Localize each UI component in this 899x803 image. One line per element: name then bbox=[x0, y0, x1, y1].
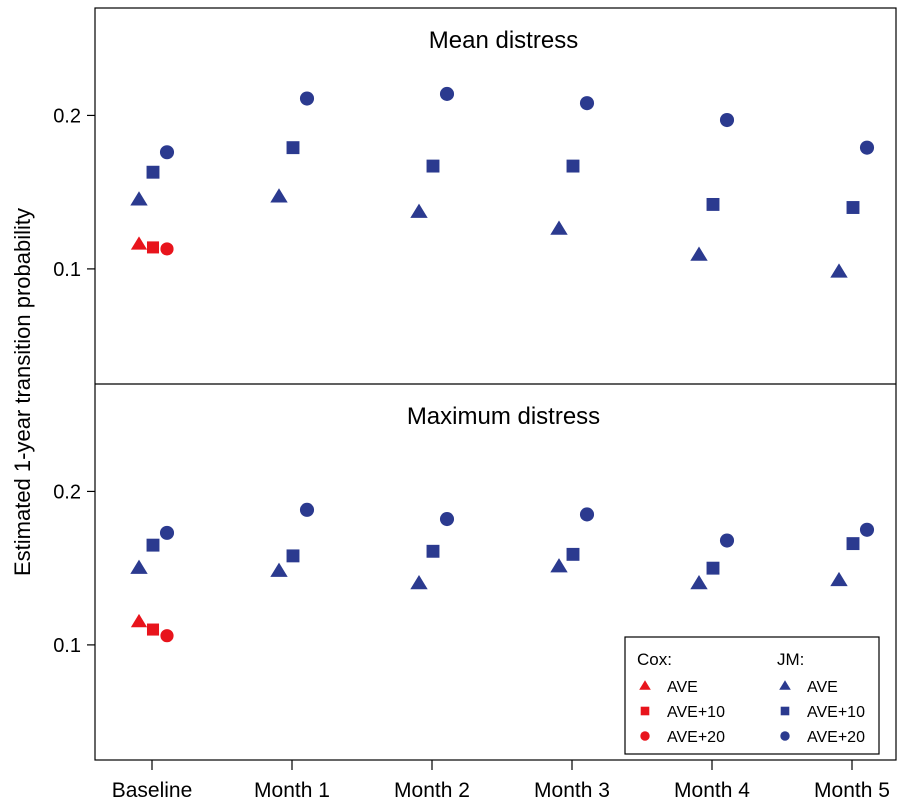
y-axis-label: Estimated 1-year transition probability bbox=[10, 208, 35, 576]
point-cox-square bbox=[146, 241, 160, 254]
legend-label: AVE+20 bbox=[807, 729, 865, 746]
legend-marker-cox-square bbox=[640, 706, 650, 716]
point-jm-circle bbox=[719, 112, 735, 128]
x-tick-label: Month 2 bbox=[394, 779, 470, 802]
point-jm-square bbox=[426, 544, 440, 558]
point-cox-circle bbox=[160, 242, 174, 256]
point-jm-circle bbox=[159, 525, 175, 540]
point-jm-square bbox=[706, 197, 720, 211]
legend-marker-jm-square bbox=[780, 706, 790, 716]
legend-marker-jm-triangle bbox=[779, 680, 791, 690]
point-jm-triangle bbox=[690, 574, 708, 590]
x-tick-label: Month 3 bbox=[534, 779, 610, 802]
legend-label: AVE+10 bbox=[667, 704, 725, 721]
point-jm-triangle bbox=[410, 203, 428, 218]
point-jm-circle bbox=[299, 502, 315, 517]
point-jm-triangle bbox=[410, 574, 428, 590]
legend-label: AVE bbox=[667, 679, 698, 696]
point-jm-circle bbox=[859, 522, 875, 537]
point-jm-circle bbox=[159, 145, 175, 160]
point-jm-triangle bbox=[130, 191, 148, 206]
point-jm-circle bbox=[579, 507, 595, 522]
point-cox-circle bbox=[160, 629, 174, 643]
point-jm-square bbox=[286, 549, 300, 563]
point-jm-triangle bbox=[550, 220, 568, 235]
legend-box bbox=[624, 636, 880, 755]
point-jm-circle bbox=[579, 96, 595, 111]
y-axis: 0.1 0.2 0.1 0.2 bbox=[53, 105, 95, 657]
y-tick-label: 0.1 bbox=[53, 259, 81, 281]
point-jm-square bbox=[566, 547, 580, 561]
panel-2: Maximum distress bbox=[130, 403, 875, 643]
point-jm-square bbox=[566, 159, 580, 173]
point-jm-triangle bbox=[130, 559, 148, 574]
legend-label: AVE bbox=[807, 679, 838, 696]
point-jm-triangle bbox=[690, 246, 708, 261]
y-tick-label: 0.2 bbox=[53, 105, 81, 127]
y-tick-label: 0.2 bbox=[53, 481, 81, 503]
legend-label: AVE+10 bbox=[807, 704, 865, 721]
panels: Mean distress Maximum distress bbox=[130, 27, 875, 643]
point-jm-square bbox=[846, 537, 860, 551]
point-jm-square bbox=[426, 159, 440, 173]
point-cox-square bbox=[146, 623, 160, 636]
point-jm-square bbox=[146, 165, 160, 179]
point-jm-circle bbox=[859, 140, 875, 155]
point-jm-square bbox=[706, 561, 720, 575]
x-tick-label: Month 4 bbox=[674, 779, 750, 802]
legend-label: AVE+20 bbox=[667, 729, 725, 746]
point-jm-circle bbox=[439, 86, 455, 101]
legend-marker-cox-triangle bbox=[639, 680, 651, 690]
x-tick-label: Month 1 bbox=[254, 779, 330, 802]
point-jm-circle bbox=[719, 533, 735, 548]
panel-title: Mean distress bbox=[429, 27, 578, 54]
x-axis: Baseline Month 1 Month 2 Month 3 Month 4 Mont… bbox=[112, 760, 890, 802]
legend-marker-jm-circle bbox=[780, 731, 790, 741]
y-tick-label: 0.1 bbox=[53, 635, 81, 657]
point-jm-triangle bbox=[830, 263, 848, 278]
panel-1: Mean distress bbox=[130, 27, 875, 278]
point-jm-triangle bbox=[830, 571, 848, 587]
legend-group-title: Cox: bbox=[637, 650, 672, 669]
point-cox-triangle bbox=[130, 236, 148, 250]
panel-title: Maximum distress bbox=[407, 403, 600, 430]
point-jm-triangle bbox=[270, 188, 288, 203]
x-tick-label: Baseline bbox=[112, 779, 193, 802]
point-cox-triangle bbox=[130, 613, 148, 628]
point-jm-circle bbox=[299, 91, 315, 106]
legend-group-title: JM: bbox=[777, 650, 804, 669]
legend-marker-cox-circle bbox=[640, 731, 650, 741]
point-jm-triangle bbox=[550, 558, 568, 573]
point-jm-square bbox=[286, 141, 300, 155]
point-jm-square bbox=[146, 538, 160, 552]
point-jm-circle bbox=[439, 512, 455, 527]
point-jm-triangle bbox=[270, 562, 288, 577]
plot-frame bbox=[94, 7, 897, 761]
x-tick-label: Month 5 bbox=[814, 779, 890, 802]
point-jm-square bbox=[846, 201, 860, 214]
